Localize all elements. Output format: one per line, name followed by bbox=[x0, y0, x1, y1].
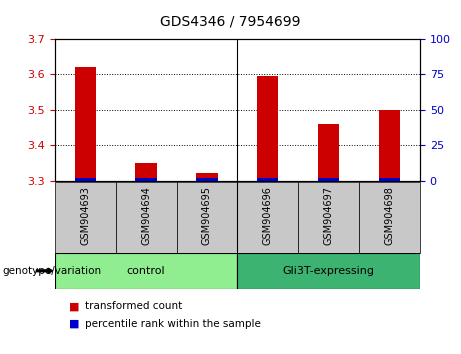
Bar bbox=[55, 182, 116, 253]
Bar bbox=[379, 178, 400, 181]
Bar bbox=[379, 110, 400, 181]
Bar bbox=[177, 182, 237, 253]
Text: GDS4346 / 7954699: GDS4346 / 7954699 bbox=[160, 14, 301, 28]
Bar bbox=[136, 163, 157, 181]
Text: ■: ■ bbox=[69, 319, 79, 329]
Bar bbox=[359, 182, 420, 253]
Text: ■: ■ bbox=[69, 301, 79, 311]
Bar bbox=[75, 67, 96, 181]
Bar bbox=[257, 178, 278, 181]
Bar bbox=[257, 76, 278, 181]
Text: genotype/variation: genotype/variation bbox=[2, 266, 101, 276]
Text: GSM904698: GSM904698 bbox=[384, 186, 395, 245]
Bar bbox=[237, 253, 420, 289]
Text: Gli3T-expressing: Gli3T-expressing bbox=[283, 266, 375, 276]
Text: control: control bbox=[127, 266, 165, 276]
Text: percentile rank within the sample: percentile rank within the sample bbox=[85, 319, 261, 329]
Text: GSM904696: GSM904696 bbox=[263, 186, 273, 245]
Bar bbox=[237, 182, 298, 253]
Text: GSM904697: GSM904697 bbox=[324, 186, 334, 245]
Text: transformed count: transformed count bbox=[85, 301, 182, 311]
Bar bbox=[75, 178, 96, 181]
Bar bbox=[116, 182, 177, 253]
Bar bbox=[196, 178, 218, 181]
Bar bbox=[136, 178, 157, 181]
Bar bbox=[196, 173, 218, 181]
Text: GSM904695: GSM904695 bbox=[202, 186, 212, 245]
Text: GSM904693: GSM904693 bbox=[80, 186, 90, 245]
Bar bbox=[298, 182, 359, 253]
Bar bbox=[318, 178, 339, 181]
Text: GSM904694: GSM904694 bbox=[141, 186, 151, 245]
Bar bbox=[55, 253, 237, 289]
Bar bbox=[318, 124, 339, 181]
